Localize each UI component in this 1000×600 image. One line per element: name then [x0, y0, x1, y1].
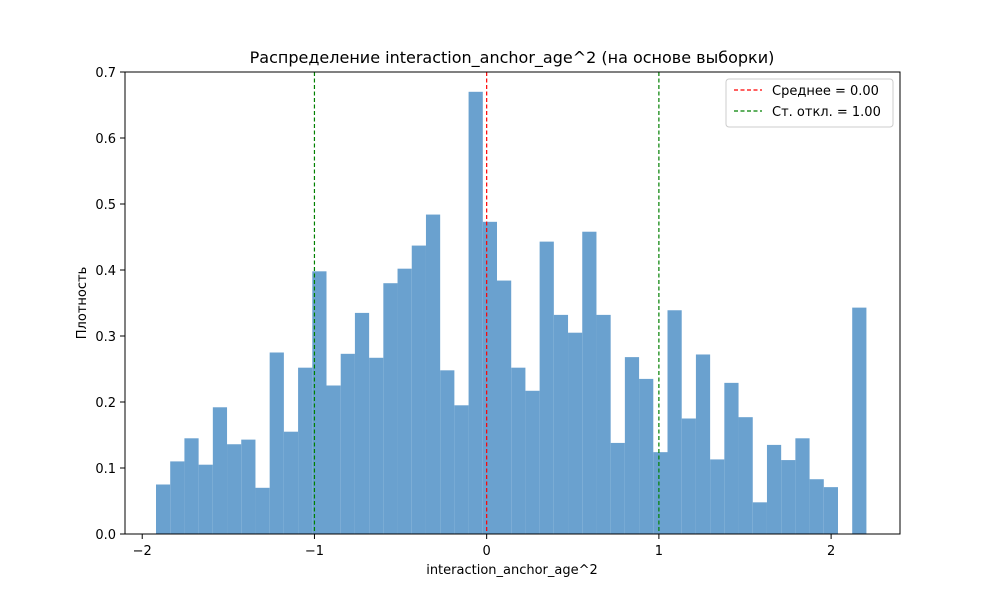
histogram-bar: [582, 231, 597, 534]
histogram-bar: [766, 444, 782, 534]
histogram-bar: [255, 487, 270, 534]
chart-title: Распределение interaction_anchor_age^2 (…: [250, 48, 775, 68]
x-axis: −2 −1 0 1 2: [133, 534, 835, 559]
histogram-bar: [482, 221, 497, 534]
y-tick-label: 0.2: [95, 396, 116, 411]
histogram-bar: [624, 357, 640, 534]
histogram-bar: [440, 370, 455, 534]
histogram-bar: [383, 283, 398, 534]
histogram-bar: [695, 354, 711, 534]
histogram-bar: [809, 479, 824, 534]
legend: Среднее = 0.00 Ст. откл. = 1.00: [725, 78, 894, 128]
histogram-bar: [852, 307, 867, 534]
y-tick-label: 0.1: [95, 462, 116, 477]
legend-label: Среднее = 0.00: [772, 84, 879, 99]
histogram-bar: [724, 382, 739, 534]
histogram-bar: [156, 484, 171, 534]
x-tick-label: 2: [827, 544, 835, 559]
y-axis-label: Плотность: [75, 267, 90, 339]
histogram-bar: [539, 241, 554, 534]
histogram-bar: [411, 245, 426, 534]
histogram-bar: [781, 460, 796, 534]
legend-label: Ст. откл. = 1.00: [772, 105, 881, 120]
histogram-bar: [823, 487, 838, 534]
histogram-bar: [738, 417, 753, 534]
histogram-bar: [184, 438, 199, 534]
histogram-bar: [525, 390, 540, 534]
y-tick-label: 0.5: [95, 198, 116, 213]
x-tick-label: 0: [483, 544, 491, 559]
histogram-bar: [667, 310, 682, 534]
histogram-bar: [653, 452, 668, 534]
x-axis-label: interaction_anchor_age^2: [426, 563, 598, 578]
histogram-bar: [511, 367, 526, 534]
histogram-bar: [795, 438, 810, 534]
y-tick-label: 0.6: [95, 132, 116, 147]
histogram-bar: [610, 442, 625, 534]
histogram-bar: [681, 418, 696, 534]
histogram-bar: [425, 214, 441, 534]
y-axis: 0.0 0.1 0.2 0.3 0.4 0.5 0.6 0.7: [95, 66, 125, 543]
histogram-bar: [639, 378, 654, 534]
histogram-bar: [298, 367, 313, 534]
y-tick-label: 0.7: [95, 66, 116, 81]
histogram-bar: [227, 444, 242, 534]
histogram-bar: [752, 502, 767, 534]
x-tick-label: −2: [133, 544, 152, 559]
histogram-bar: [312, 271, 327, 534]
histogram-bar: [596, 314, 611, 534]
y-tick-label: 0.3: [95, 330, 116, 345]
histogram-bar: [326, 385, 341, 534]
histogram-bar: [497, 280, 512, 534]
histogram-bar: [340, 353, 355, 534]
histogram-bar: [198, 464, 213, 534]
vlines-group: [313, 72, 660, 534]
histogram-bar: [170, 461, 185, 534]
histogram-bar: [212, 407, 228, 534]
histogram-bar: [553, 314, 569, 534]
bars-group: [156, 91, 867, 535]
plot-frame: [124, 71, 901, 535]
histogram-bar: [468, 91, 483, 535]
histogram-bar: [283, 431, 299, 534]
histogram-bar: [354, 312, 370, 534]
histogram-bar: [241, 439, 256, 534]
legend-box: [725, 78, 894, 128]
histogram-bar: [454, 405, 469, 534]
histogram-bar: [269, 352, 284, 534]
histogram-bar: [710, 459, 725, 534]
histogram-bar: [369, 357, 384, 534]
x-tick-label: −1: [305, 544, 324, 559]
histogram-bar: [397, 268, 412, 534]
y-tick-label: 0.4: [95, 264, 116, 279]
x-tick-label: 1: [655, 544, 663, 559]
y-tick-label: 0.0: [95, 528, 116, 543]
histogram-bar: [568, 332, 583, 534]
